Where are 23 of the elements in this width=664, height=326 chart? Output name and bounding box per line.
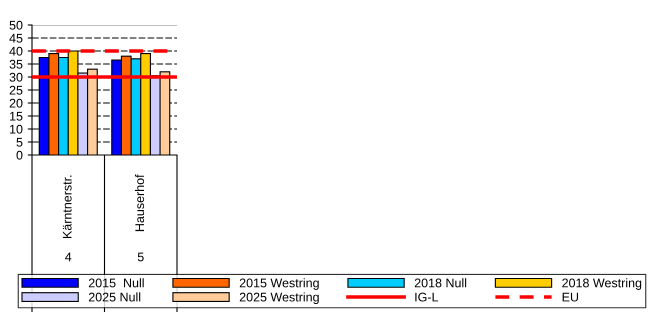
legend-label: 2018 Westring bbox=[562, 278, 642, 290]
legend-label: 2015 Westring bbox=[240, 278, 319, 290]
y-tick-label: 15 bbox=[10, 112, 22, 121]
y-tick-label: 50 bbox=[10, 20, 22, 30]
legend-label: EU bbox=[562, 292, 578, 302]
y-tick-label: 30 bbox=[10, 72, 22, 82]
legend-label: 2018 Null bbox=[414, 278, 466, 288]
y-tick-label: 5 bbox=[16, 138, 22, 147]
legend-label: 2025 Null bbox=[88, 292, 140, 302]
text: 4 bbox=[65, 252, 72, 262]
y-tick-label: 0 bbox=[16, 150, 22, 160]
y-tick-label: 10 bbox=[10, 124, 22, 134]
y-tick-label: 40 bbox=[9, 46, 22, 56]
x-tick-label: Kärntnerstr. bbox=[62, 176, 72, 238]
text: 5 bbox=[138, 252, 144, 262]
legend-label: 2015 Null bbox=[88, 278, 144, 288]
x-tick-label: Hauserhof bbox=[134, 174, 144, 232]
y-tick-label: 25 bbox=[10, 86, 22, 95]
y-tick-label: 45 bbox=[9, 34, 22, 43]
y-tick-label: 20 bbox=[10, 98, 22, 108]
legend-label: IG-L bbox=[415, 292, 438, 302]
y-tick-label: 35 bbox=[10, 60, 22, 69]
legend-label: 2025 Westring bbox=[240, 292, 319, 304]
